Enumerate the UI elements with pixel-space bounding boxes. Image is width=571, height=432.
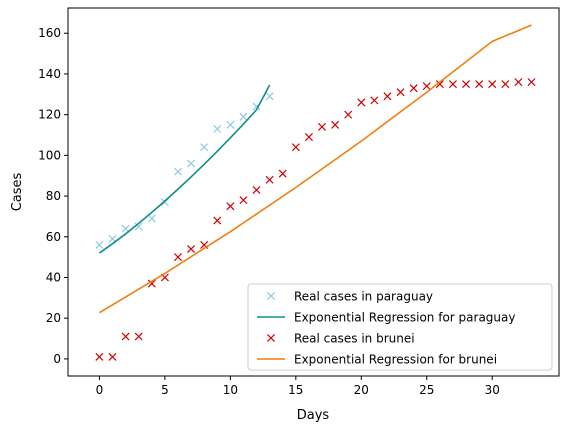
data-point (95, 240, 104, 249)
data-point (422, 82, 431, 91)
data-point (527, 78, 536, 87)
legend-label: Exponential Regression for brunei (294, 353, 497, 367)
data-point (147, 214, 156, 223)
legend-label: Real cases in paraguay (294, 290, 433, 304)
series-line (98, 84, 271, 254)
data-point (226, 120, 235, 129)
data-point (357, 98, 366, 107)
y-tick-label: 0 (53, 352, 61, 366)
legend-item: Exponential Regression for brunei (257, 353, 497, 367)
legend-label: Exponential Regression for paraguay (294, 311, 515, 325)
data-point (331, 120, 340, 129)
x-tick-label: 25 (419, 383, 434, 397)
data-point (173, 167, 183, 176)
y-tick-label: 100 (38, 148, 61, 162)
data-point (239, 112, 248, 121)
y-axis-label: Cases (10, 172, 25, 211)
data-point (147, 279, 156, 288)
plot-frame (67, 7, 560, 377)
y-tick-label: 140 (38, 67, 61, 81)
data-point (187, 159, 196, 168)
data-point (134, 222, 143, 231)
data-point (317, 122, 327, 131)
y-ticks: 0 20 40 60 80 100 120 140 160 (38, 26, 68, 366)
legend-item: Real cases in paraguay (266, 290, 433, 304)
data-point (475, 80, 484, 89)
data-point (396, 88, 405, 97)
axes (67, 7, 560, 377)
legend: Real cases in paraguay Exponential Regres… (247, 283, 553, 371)
data-point (173, 253, 183, 262)
data-point (108, 352, 117, 361)
legend-label: Real cases in brunei (294, 332, 415, 346)
series-3 (99, 24, 532, 314)
y-tick-label: 80 (46, 189, 61, 203)
data-point (187, 244, 196, 254)
legend-swatch (266, 333, 276, 343)
x-ticks: 0 5 10 15 20 25 30 (96, 376, 500, 397)
y-tick-label: 40 (46, 270, 61, 284)
legend-swatch (266, 291, 276, 301)
data-point (462, 80, 471, 89)
data-point (252, 185, 261, 194)
data-point (291, 143, 300, 152)
data-point (200, 143, 209, 152)
data-point (409, 84, 418, 93)
chart-marks (95, 24, 536, 361)
legend-item: Real cases in brunei (266, 332, 415, 346)
x-tick-label: 10 (223, 383, 238, 397)
y-tick-label: 120 (38, 108, 61, 122)
data-point (488, 80, 497, 89)
data-point (265, 175, 274, 184)
data-point (226, 202, 235, 211)
data-point (501, 80, 510, 89)
x-tick-label: 5 (161, 383, 169, 397)
data-point (304, 133, 313, 142)
data-point (239, 196, 248, 205)
data-point (278, 169, 287, 178)
data-point (344, 110, 353, 119)
data-point (435, 80, 444, 89)
x-axis-label: Days (297, 408, 330, 423)
legend-item: Exponential Regression for paraguay (257, 311, 515, 325)
data-point (213, 124, 222, 133)
x-tick-label: 0 (96, 383, 104, 397)
series-1 (98, 84, 271, 254)
data-point (121, 332, 130, 341)
data-point (213, 216, 222, 225)
data-point (383, 92, 392, 101)
data-point (95, 352, 104, 361)
y-tick-label: 160 (38, 26, 61, 40)
x-tick-label: 20 (354, 383, 369, 397)
y-tick-label: 60 (46, 230, 61, 244)
legend-box (247, 283, 553, 371)
data-point (514, 78, 523, 87)
data-point (134, 332, 143, 341)
data-point (448, 80, 457, 89)
data-point (265, 92, 274, 101)
data-point (370, 96, 379, 105)
x-tick-label: 15 (288, 383, 303, 397)
x-tick-label: 30 (485, 383, 500, 397)
series-2 (95, 78, 536, 361)
series-line (99, 24, 532, 314)
y-tick-label: 20 (46, 311, 61, 325)
